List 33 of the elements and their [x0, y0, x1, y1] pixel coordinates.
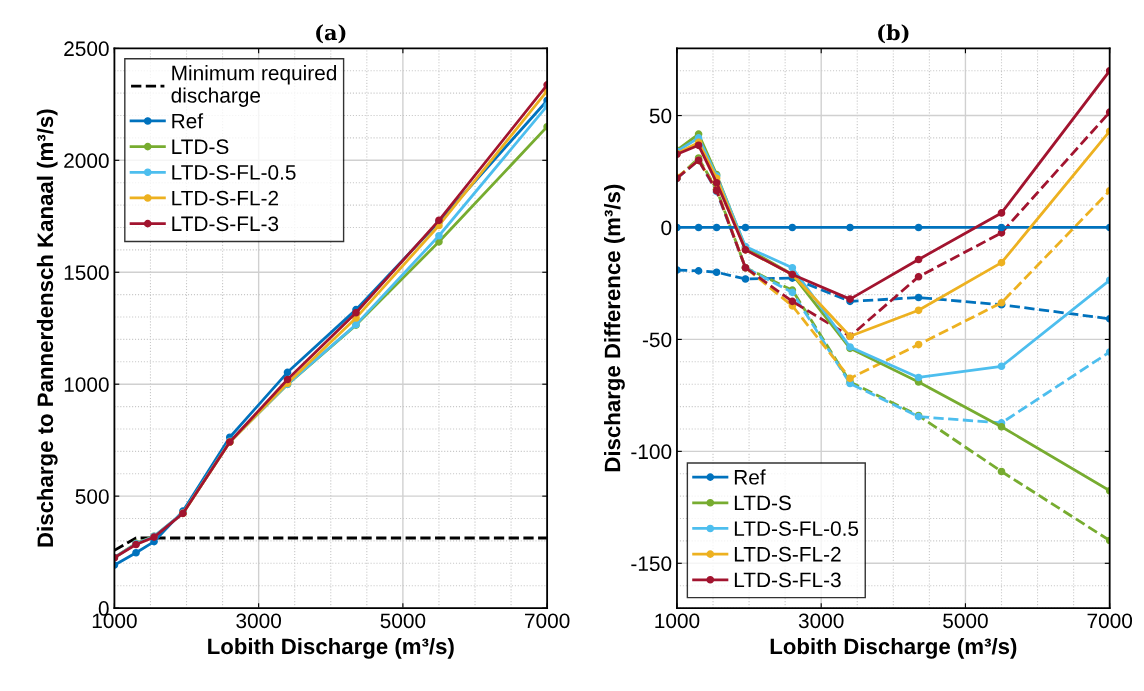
legend-label: LTD-S-FL-0.5 — [734, 521, 859, 536]
legend-label: LTD-S-FL-2 — [734, 546, 841, 562]
legend-label: Minimum required discharge — [171, 65, 337, 107]
y-axis-title: Discharge Difference (m³/s) — [604, 184, 625, 472]
chart-title: (a) — [316, 24, 346, 44]
legend-label: LTD-S-FL-3 — [172, 216, 279, 232]
y-tick-label: 50 — [649, 108, 672, 124]
legend-label: LTD-S-FL-0.5 — [172, 165, 296, 180]
x-tick-label: 3000 — [236, 613, 281, 629]
y-tick-label: 500 — [75, 489, 109, 504]
x-tick-label: 3000 — [798, 613, 844, 629]
y-tick-label: 1000 — [64, 377, 109, 392]
legend-label: LTD-S — [734, 495, 791, 511]
y-tick-label: -150 — [631, 556, 672, 572]
y-tick-label: 0 — [661, 220, 672, 236]
y-tick-label: -50 — [642, 332, 672, 348]
legend-label: LTD-S-FL-3 — [734, 572, 841, 588]
legend-label: LTD-S — [172, 139, 229, 155]
legend-label: LTD-S-FL-2 — [172, 190, 279, 206]
x-axis-title: Lobith Discharge (m³/s) — [208, 637, 454, 659]
y-tick-label: -100 — [631, 444, 672, 460]
x-tick-label: 7000 — [525, 613, 570, 629]
chart-title: (b) — [878, 24, 909, 44]
x-tick-label: 5000 — [380, 613, 426, 629]
x-tick-label: 7000 — [1087, 613, 1133, 629]
y-axis-title: Discharge to Pannerdensch Kanaal (m³/s) — [36, 109, 58, 547]
y-tick-label: 2000 — [64, 153, 109, 169]
y-tick-label: 1500 — [64, 265, 109, 281]
x-tick-label: 5000 — [943, 613, 988, 629]
legend-label: Ref — [734, 469, 766, 485]
y-tick-label: 2500 — [64, 41, 109, 57]
legend-label: Ref — [172, 113, 204, 129]
x-axis-title: Lobith Discharge (m³/s) — [770, 637, 1017, 659]
